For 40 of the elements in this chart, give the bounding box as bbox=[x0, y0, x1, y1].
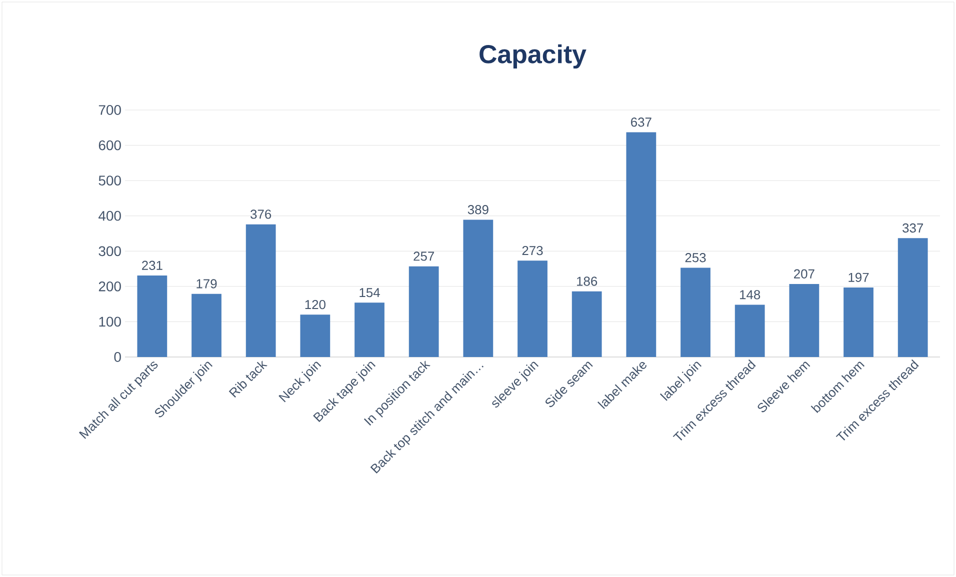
y-tick-label: 600 bbox=[98, 140, 121, 150]
data-label: 389 bbox=[468, 205, 488, 214]
data-label: 253 bbox=[685, 253, 706, 262]
bar bbox=[680, 268, 710, 357]
y-tick-label: 100 bbox=[99, 316, 121, 327]
data-label: 337 bbox=[902, 223, 923, 233]
data-label: 273 bbox=[522, 246, 543, 256]
bar bbox=[734, 304, 765, 357]
data-label: 148 bbox=[740, 290, 760, 300]
bar bbox=[463, 220, 494, 357]
data-label: 197 bbox=[848, 272, 869, 282]
data-label: 179 bbox=[196, 279, 217, 288]
data-label: 231 bbox=[142, 260, 162, 270]
bar bbox=[192, 294, 222, 357]
y-tick-label: 500 bbox=[98, 176, 121, 186]
data-label: 637 bbox=[631, 118, 652, 127]
chart-title: Capacity bbox=[480, 44, 586, 69]
data-label: 154 bbox=[360, 288, 380, 298]
bar bbox=[246, 224, 276, 357]
bar bbox=[408, 266, 439, 357]
y-tick-label: 300 bbox=[98, 246, 121, 256]
bar bbox=[789, 284, 820, 357]
bar bbox=[572, 291, 602, 357]
bar bbox=[354, 302, 384, 357]
data-label: 376 bbox=[250, 210, 272, 219]
y-tick-label: 700 bbox=[98, 105, 121, 115]
y-tick-label: 200 bbox=[98, 281, 121, 292]
y-tick-label: 400 bbox=[98, 210, 121, 221]
bar bbox=[300, 314, 330, 357]
bar bbox=[626, 132, 656, 357]
data-label: 207 bbox=[794, 269, 814, 278]
bar bbox=[518, 260, 548, 357]
bar bbox=[898, 238, 928, 357]
bar bbox=[137, 275, 168, 357]
data-label: 257 bbox=[414, 252, 434, 261]
y-tick-label: 0 bbox=[114, 352, 121, 362]
data-label: 120 bbox=[305, 300, 326, 310]
x-tick-label: Rib tack bbox=[228, 360, 268, 398]
bar bbox=[844, 287, 874, 357]
data-label: 186 bbox=[577, 276, 598, 286]
